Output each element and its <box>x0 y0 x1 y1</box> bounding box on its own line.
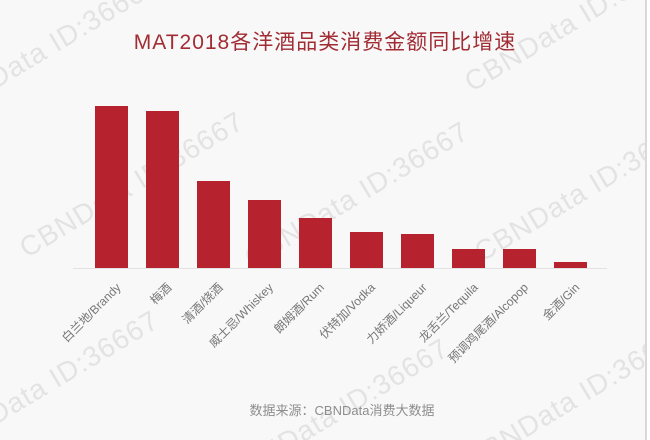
watermark-text: CBNData ID:36667 <box>459 317 650 440</box>
right-edge-line <box>645 0 647 440</box>
watermark-text: CBNData ID:36667 <box>219 332 455 440</box>
watermark-text: CBNData ID:36667 <box>469 109 650 268</box>
watermark-text: CBNData ID:36667 <box>0 0 165 127</box>
bar <box>248 200 281 268</box>
x-axis-label: 梅酒 <box>147 280 175 308</box>
data-source: 数据来源：CBNData消费大数据 <box>249 403 435 418</box>
x-axis-label: 清酒/烧酒 <box>179 280 226 327</box>
bar <box>401 234 434 268</box>
bar <box>146 111 179 268</box>
right-edge-white-strip <box>647 0 650 440</box>
bar <box>197 181 230 268</box>
bar <box>95 106 128 268</box>
bar <box>503 249 536 268</box>
bar <box>452 249 485 268</box>
x-axis-line <box>73 268 607 269</box>
bar <box>350 232 383 268</box>
bar <box>554 262 587 268</box>
x-axis-label: 金酒/Gin <box>539 280 583 323</box>
bar <box>299 218 332 268</box>
chart-title: MAT2018各洋酒品类消费金额同比增速 <box>133 31 517 54</box>
